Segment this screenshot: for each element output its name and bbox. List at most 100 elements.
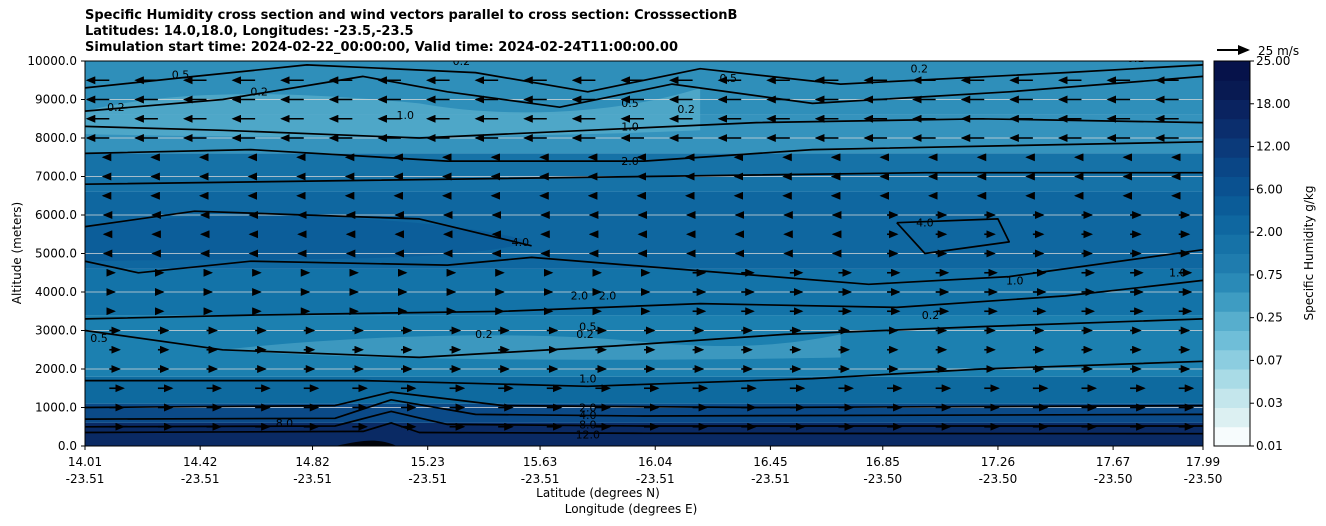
y-axis-label: Altitude (meters) (10, 202, 24, 304)
colorbar-tick-label: 0.07 (1256, 353, 1283, 367)
contour-label: 0.5 (720, 72, 738, 85)
x-tick-latitude: 16.45 (753, 455, 787, 469)
x-tick-latitude: 16.04 (638, 455, 672, 469)
wind-vectors (85, 76, 1195, 431)
contour-label: 0.1 (1127, 52, 1145, 65)
contour-label: 2.0 (599, 290, 617, 303)
x-tick-latitude: 14.82 (295, 455, 329, 469)
colorbar-segment (1214, 138, 1250, 158)
contour-label: 0.5 (172, 68, 190, 81)
colorbar-tick-label: 6.00 (1256, 182, 1283, 196)
y-tick-label: 10000.0 (27, 54, 77, 68)
colorbar-tick-label: 0.75 (1256, 268, 1283, 282)
contour-label: 0.2 (250, 86, 268, 99)
colorbar-segment (1214, 99, 1250, 120)
y-tick-label: 9000.0 (35, 93, 77, 107)
x-tick-longitude: -23.51 (66, 472, 105, 486)
colorbar-segment (1214, 369, 1250, 389)
colorbar-tick-label: 0.25 (1256, 311, 1283, 325)
x-tick-longitude: -23.50 (863, 472, 902, 486)
colorbar-segment (1214, 311, 1250, 331)
contour-line (85, 64, 1203, 93)
y-tick-label: 6000.0 (35, 208, 77, 222)
y-axis: 0.0 1000.0 2000.0 3000.0 4000.0 5000.0 6000.0 7… (27, 54, 85, 453)
dry-patch-lower (222, 334, 841, 360)
contour-line (85, 279, 1203, 320)
contour-line (85, 410, 1203, 428)
contour-label: 0.2 (107, 101, 125, 114)
colorbar-segment (1214, 388, 1250, 408)
contour-label: 8.0 (276, 417, 294, 430)
contour-label: 2.0 (579, 401, 597, 414)
x-tick-longitude: -23.51 (181, 472, 220, 486)
x-tick-latitude: 15.63 (523, 455, 557, 469)
x-tick-latitude: 17.26 (981, 455, 1015, 469)
contour-label: 4.0 (579, 409, 597, 422)
colorbar-segment (1214, 407, 1250, 428)
contour-label: 1.0 (1169, 267, 1187, 280)
colorbar-frame (1213, 60, 1251, 447)
chart-title-line-1: Specific Humidity cross section and wind… (85, 8, 738, 23)
contour-label: 4.0 (512, 236, 530, 249)
colorbar-segment (1214, 234, 1250, 254)
x-tick-latitude: 17.99 (1186, 455, 1220, 469)
x-tick-longitude: -23.50 (1184, 472, 1223, 486)
colorbar-segment (1214, 330, 1250, 351)
colorbar: 0.01 0.03 0.07 0.25 0.75 2.00 6.00 12.00 18.00 25… (1213, 54, 1290, 453)
contour-line (896, 218, 1011, 255)
x-tick-longitude: -23.51 (293, 472, 332, 486)
chart-title-line-2: Latitudes: 14.0,18.0, Longitudes: -23.5,… (85, 24, 414, 39)
x-tick-latitude: 15.23 (411, 455, 445, 469)
colorbar-segment (1214, 272, 1250, 293)
contour-label: 1.0 (1006, 274, 1024, 287)
contour-label: 1.0 (396, 109, 414, 122)
contour-line (85, 398, 1203, 420)
chart-title-line-3: Simulation start time: 2024-02-22_00:00:… (85, 40, 678, 55)
contour-label: 0.2 (911, 63, 929, 76)
contour-label: 2.0 (571, 290, 589, 303)
x-tick-longitude: -23.50 (1094, 472, 1133, 486)
contour-label: 1.0 (579, 372, 597, 385)
x-tick-longitude: -23.51 (636, 472, 675, 486)
contour-line (85, 75, 1203, 112)
colorbar-label: Specific Humidity g/kg (1302, 186, 1316, 321)
moist-patch-mid (85, 215, 532, 262)
contour-label: 8.0 (579, 419, 597, 432)
contour-label: 0.2 (922, 309, 940, 322)
contour-label: 12.0 (576, 428, 601, 441)
x-axis-label-latitude: Latitude (degrees N) (536, 486, 660, 500)
colorbar-segment (1214, 349, 1250, 370)
contour-label: 4.0 (916, 217, 934, 230)
colorbar-segment (1214, 118, 1250, 139)
colorbar-segment (1214, 80, 1250, 100)
y-tick-label: 5000.0 (35, 247, 77, 261)
y-tick-label: 0.0 (58, 439, 77, 453)
contour-label: 0.2 (576, 328, 594, 341)
y-tick-label: 4000.0 (35, 285, 77, 299)
contour-line (85, 318, 1203, 359)
contour-label: 0.2 (453, 55, 471, 68)
y-tick-label: 7000.0 (35, 170, 77, 184)
colorbar-tick-label: 2.00 (1256, 225, 1283, 239)
contour-line (85, 210, 532, 247)
contour-line (85, 391, 1203, 409)
x-tick-latitude: 14.42 (183, 455, 217, 469)
colorbar-segment (1214, 157, 1250, 177)
x-tick-latitude: 14.01 (68, 455, 102, 469)
colorbar-segment (1214, 426, 1250, 447)
colorbar-segment (1214, 61, 1250, 81)
colorbar-tick-label: 0.03 (1256, 396, 1283, 410)
contour-label: 0.2 (677, 103, 695, 116)
colorbar-segment (1214, 176, 1250, 197)
colorbar-segment (1214, 215, 1250, 235)
x-tick-longitude: -23.51 (521, 472, 560, 486)
x-tick-latitude: 16.85 (866, 455, 900, 469)
x-axis: 14.01 -23.51 14.42 -23.51 14.82 -23.51 15.23 -2… (66, 446, 1223, 486)
colorbar-segment (1214, 292, 1250, 312)
colorbar-tick-label: 0.01 (1256, 439, 1283, 453)
colorbar-tick-label: 25.00 (1256, 54, 1290, 68)
colorbar-tick-label: 18.00 (1256, 97, 1290, 111)
y-tick-label: 2000.0 (35, 362, 77, 376)
contour-line (85, 422, 1203, 435)
